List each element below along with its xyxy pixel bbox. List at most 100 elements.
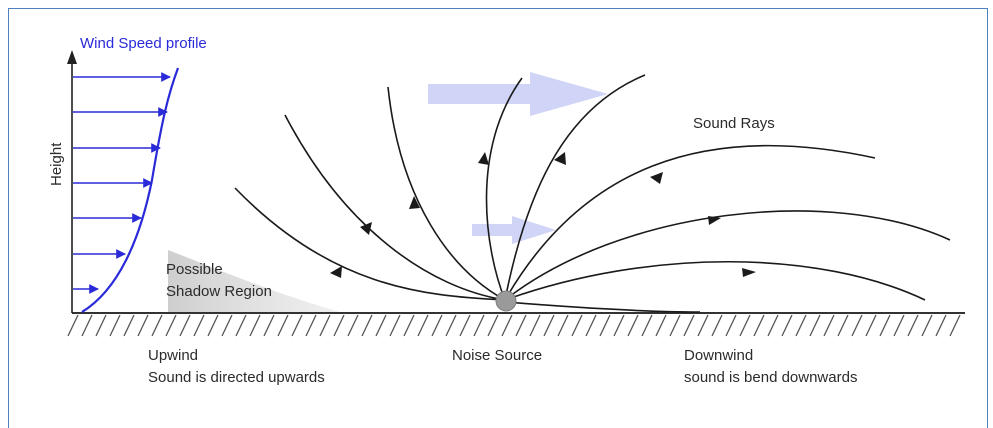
sound-ray-downwind-2 bbox=[504, 144, 876, 301]
upwind-label-line1: Upwind bbox=[148, 347, 199, 364]
height-axis-label: Height bbox=[48, 142, 65, 186]
hatch-line bbox=[809, 314, 821, 337]
ground-hatching bbox=[67, 314, 961, 337]
hatch-line bbox=[459, 314, 471, 337]
hatch-line bbox=[683, 314, 695, 337]
hatch-line bbox=[221, 314, 233, 337]
hatch-line bbox=[851, 314, 863, 337]
ray-arrowhead bbox=[650, 172, 663, 184]
hatch-line bbox=[193, 314, 205, 337]
hatch-line bbox=[543, 314, 555, 337]
sound-ray-upwind-1 bbox=[234, 187, 506, 301]
hatch-line bbox=[907, 314, 919, 337]
hatch-line bbox=[711, 314, 723, 337]
hatch-line bbox=[837, 314, 849, 337]
hatch-line bbox=[515, 314, 527, 337]
hatch-line bbox=[165, 314, 177, 337]
hatch-line bbox=[137, 314, 149, 337]
ray-arrowhead bbox=[330, 266, 342, 278]
hatch-line bbox=[655, 314, 667, 337]
ray-arrowhead bbox=[409, 196, 420, 209]
ray-arrowhead bbox=[478, 152, 489, 165]
hatch-line bbox=[599, 314, 611, 337]
hatch-line bbox=[207, 314, 219, 337]
hatch-line bbox=[361, 314, 373, 337]
wind-direction-arrow-small bbox=[472, 216, 556, 244]
wind-speed-profile-label: Wind Speed profile bbox=[80, 35, 207, 52]
sound-rays bbox=[234, 74, 951, 313]
sound-ray-upwind-4 bbox=[485, 77, 523, 301]
hatch-line bbox=[641, 314, 653, 337]
hatch-line bbox=[95, 314, 107, 337]
hatch-line bbox=[823, 314, 835, 337]
noise-source-icon bbox=[495, 290, 517, 312]
wind-profile-curve bbox=[81, 67, 180, 313]
hatch-line bbox=[249, 314, 261, 337]
hatch-line bbox=[473, 314, 485, 337]
sound-rays-label: Sound Rays bbox=[693, 115, 775, 132]
hatch-line bbox=[235, 314, 247, 337]
hatch-line bbox=[795, 314, 807, 337]
ray-arrowhead bbox=[554, 152, 566, 165]
height-axis-arrowhead bbox=[67, 50, 77, 64]
shadow-region-label-line1: Possible bbox=[166, 261, 223, 278]
sound-ray-upwind-3 bbox=[387, 86, 506, 301]
hatch-line bbox=[613, 314, 625, 337]
hatch-line bbox=[739, 314, 751, 337]
hatch-line bbox=[557, 314, 569, 337]
hatch-line bbox=[333, 314, 345, 337]
upwind-label-line2: Sound is directed upwards bbox=[148, 369, 325, 386]
hatch-line bbox=[389, 314, 401, 337]
sound-ray-downwind-4 bbox=[504, 261, 926, 301]
ray-arrowhead bbox=[708, 216, 721, 225]
hatch-line bbox=[109, 314, 121, 337]
hatch-line bbox=[179, 314, 191, 337]
hatch-line bbox=[669, 314, 681, 337]
hatch-line bbox=[935, 314, 947, 337]
hatch-line bbox=[403, 314, 415, 337]
hatch-line bbox=[431, 314, 443, 337]
sound-ray-ground bbox=[504, 301, 701, 313]
hatch-line bbox=[123, 314, 135, 337]
figure-frame bbox=[8, 8, 988, 428]
hatch-line bbox=[501, 314, 513, 337]
hatch-line bbox=[949, 314, 961, 337]
hatch-line bbox=[305, 314, 317, 337]
wind-profile-arrows bbox=[73, 72, 171, 294]
downwind-label-line1: Downwind bbox=[684, 347, 754, 364]
noise-source-label: Noise Source bbox=[452, 347, 543, 364]
hatch-line bbox=[151, 314, 163, 337]
hatch-line bbox=[585, 314, 597, 337]
shadow-region-label-line2: Shadow Region bbox=[166, 283, 272, 300]
hatch-line bbox=[865, 314, 877, 337]
hatch-line bbox=[893, 314, 905, 337]
hatch-line bbox=[375, 314, 387, 337]
hatch-line bbox=[347, 314, 359, 337]
hatch-line bbox=[725, 314, 737, 337]
hatch-line bbox=[753, 314, 765, 337]
ray-arrowhead bbox=[742, 268, 756, 277]
ray-arrowheads bbox=[330, 152, 756, 278]
hatch-line bbox=[781, 314, 793, 337]
hatch-line bbox=[277, 314, 289, 337]
sound-ray-upwind-2 bbox=[284, 114, 506, 301]
downwind-label-line2: sound is bend downwards bbox=[684, 369, 858, 386]
sound-ray-downwind-1 bbox=[504, 74, 646, 301]
hatch-line bbox=[417, 314, 429, 337]
wind-direction-arrow-large bbox=[428, 72, 608, 116]
hatch-line bbox=[291, 314, 303, 337]
hatch-line bbox=[767, 314, 779, 337]
hatch-line bbox=[571, 314, 583, 337]
ray-arrowhead bbox=[360, 222, 372, 235]
hatch-line bbox=[263, 314, 275, 337]
hatch-line bbox=[921, 314, 933, 337]
hatch-line bbox=[81, 314, 93, 337]
hatch-line bbox=[697, 314, 709, 337]
hatch-line bbox=[67, 314, 79, 337]
hatch-line bbox=[529, 314, 541, 337]
sound-ray-downwind-3 bbox=[504, 210, 951, 301]
hatch-line bbox=[445, 314, 457, 337]
shadow-region bbox=[168, 250, 340, 312]
hatch-line bbox=[627, 314, 639, 337]
